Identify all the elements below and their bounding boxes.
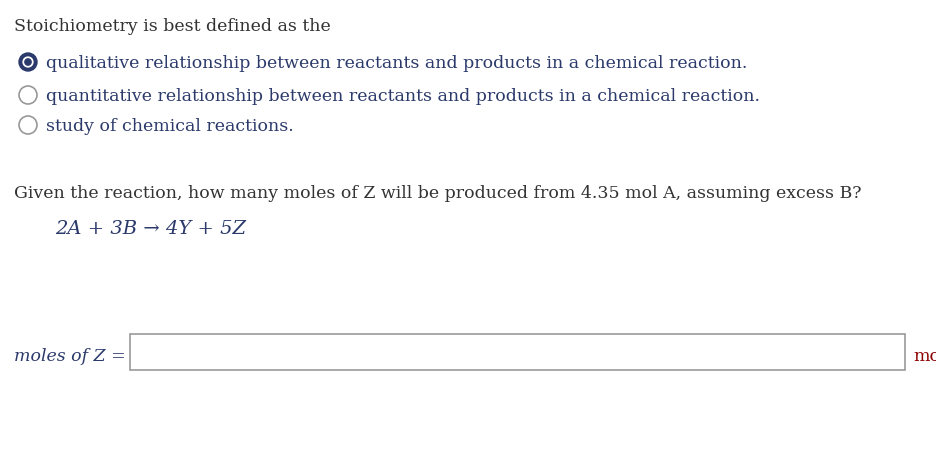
Text: Stoichiometry is best defined as the: Stoichiometry is best defined as the [14, 18, 330, 35]
Text: qualitative relationship between reactants and products in a chemical reaction.: qualitative relationship between reactan… [46, 55, 747, 72]
Circle shape [19, 54, 37, 72]
Text: Given the reaction, how many moles of Z will be produced from 4.35 mol A, assumi: Given the reaction, how many moles of Z … [14, 185, 861, 201]
Text: 2A + 3B → 4Y + 5Z: 2A + 3B → 4Y + 5Z [55, 219, 246, 238]
Circle shape [25, 60, 31, 66]
FancyBboxPatch shape [130, 334, 905, 370]
Text: mol: mol [913, 347, 936, 364]
Text: study of chemical reactions.: study of chemical reactions. [46, 118, 294, 135]
Text: quantitative relationship between reactants and products in a chemical reaction.: quantitative relationship between reacta… [46, 88, 760, 105]
Text: moles of Z =: moles of Z = [14, 347, 125, 364]
Circle shape [23, 58, 33, 68]
